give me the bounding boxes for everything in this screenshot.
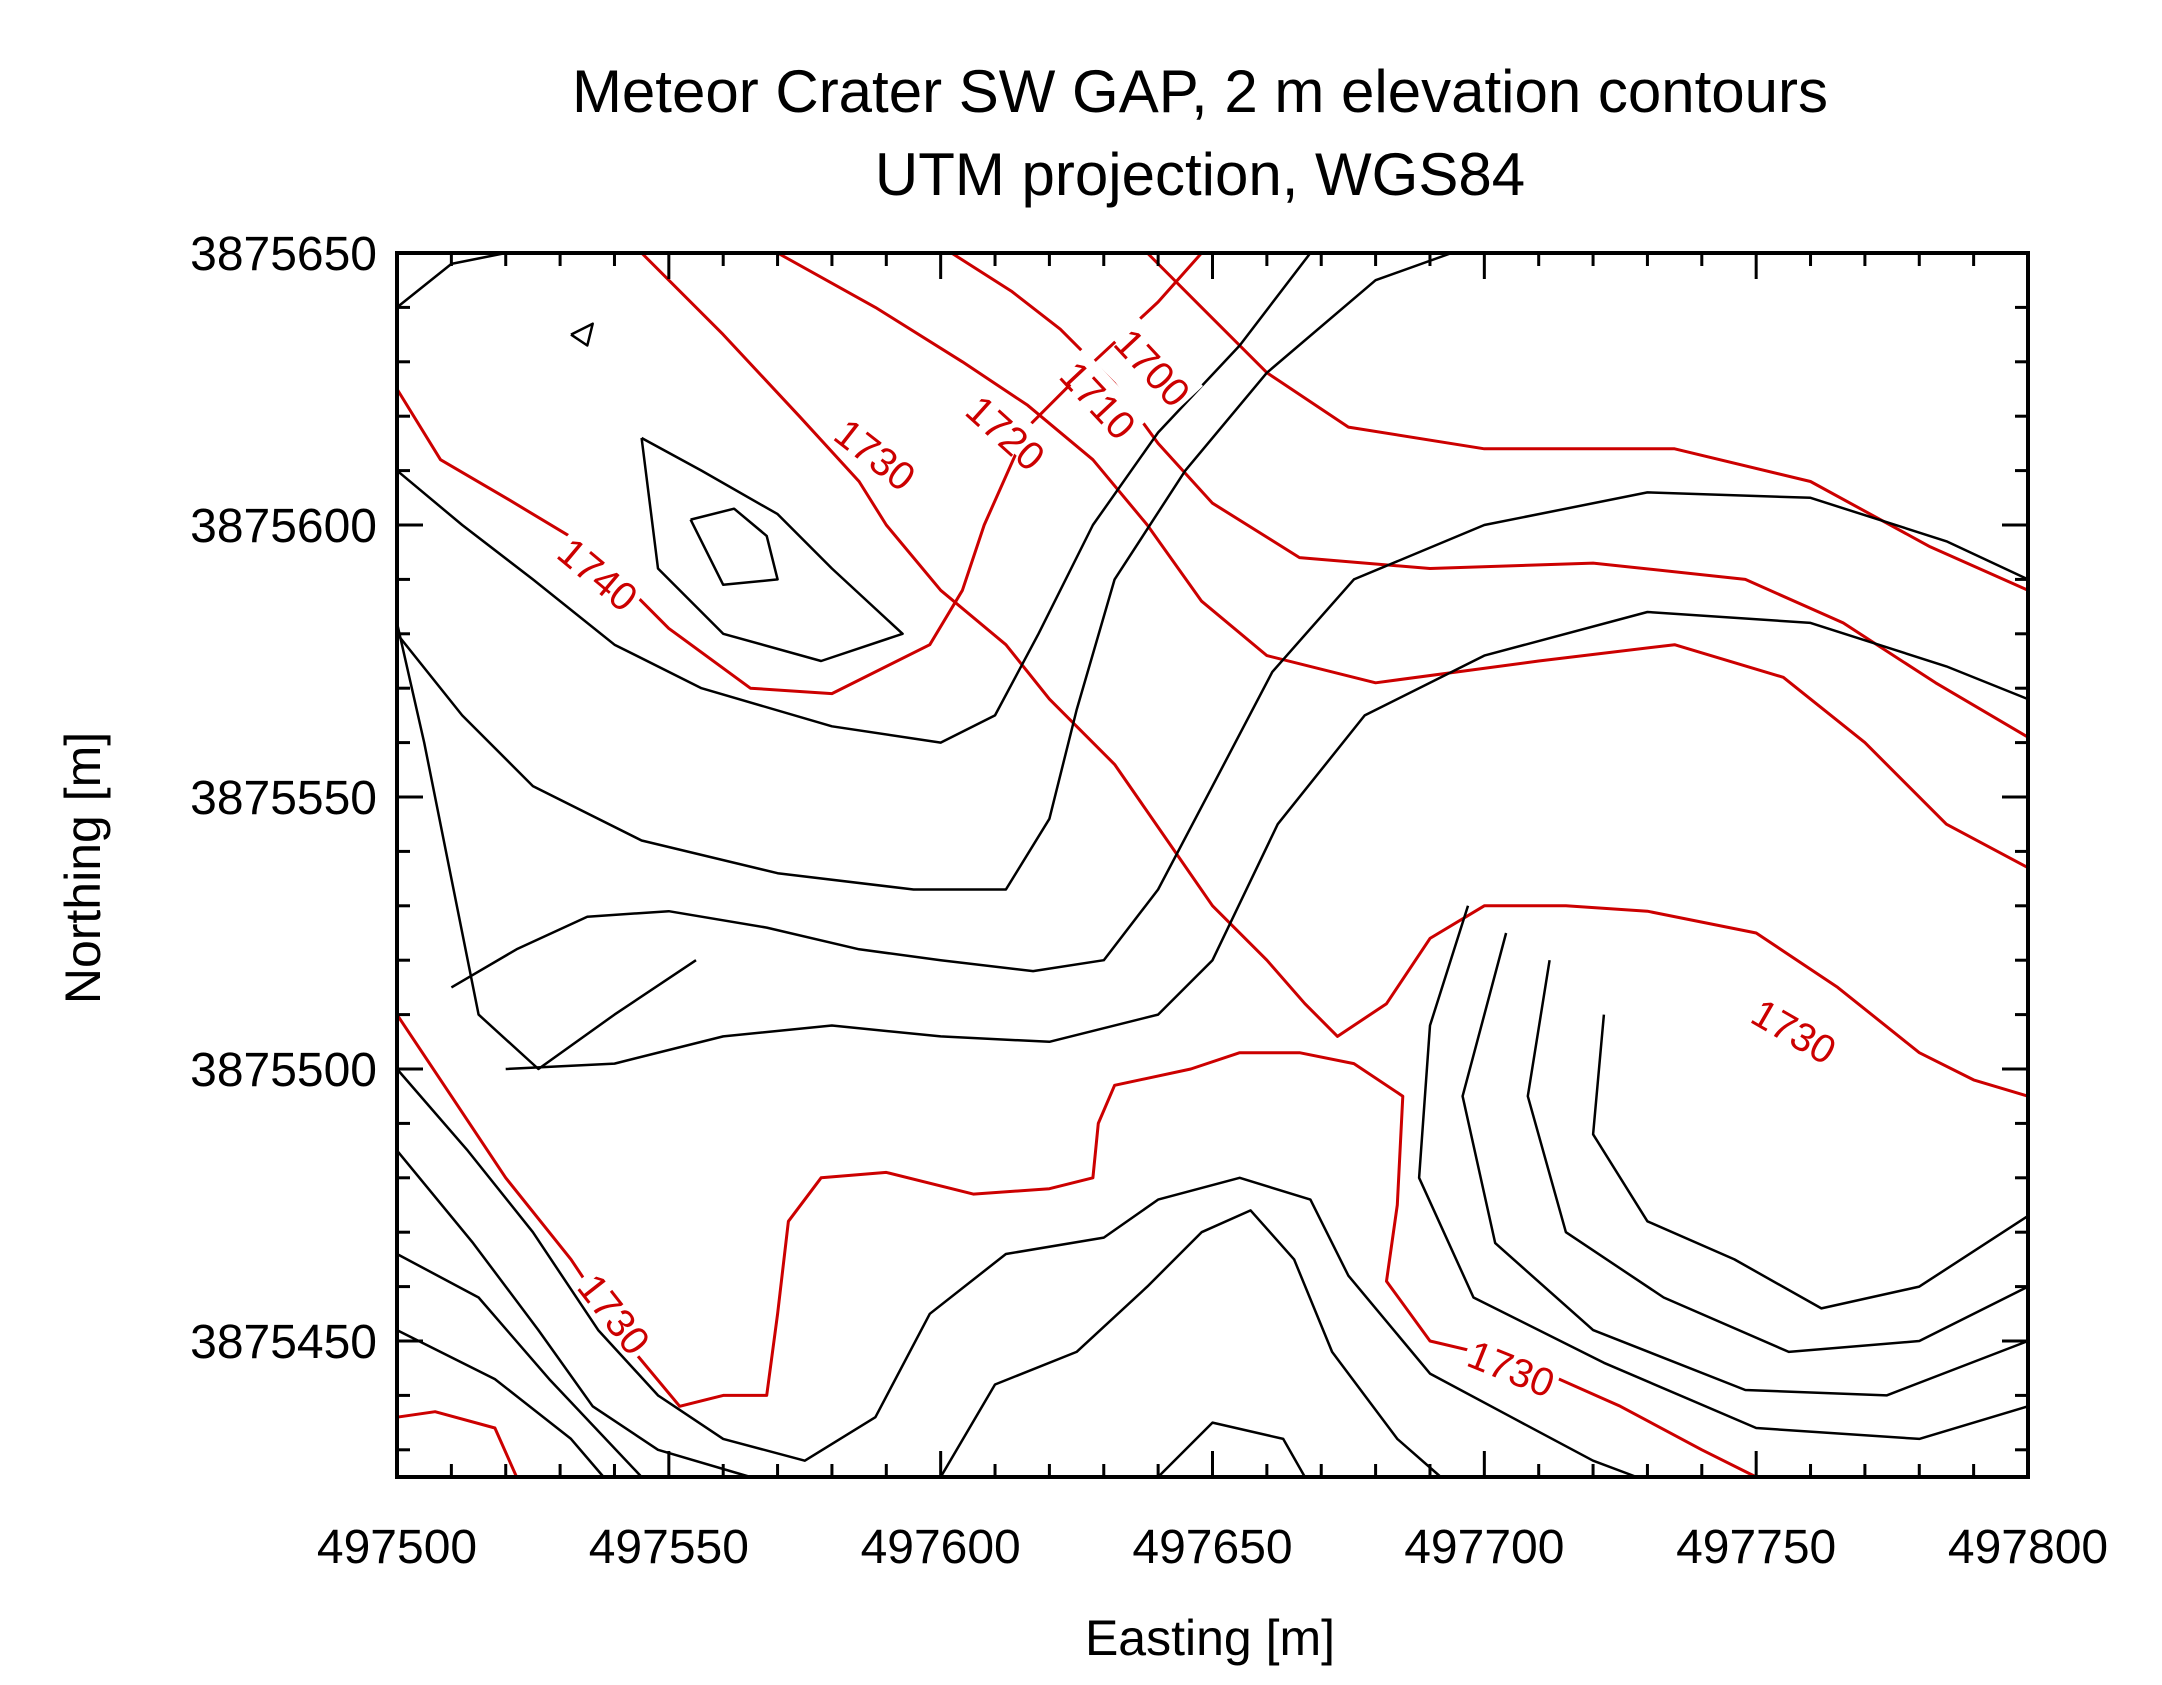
major-contour-line: [1146, 251, 2029, 592]
contour-label-background: [1058, 348, 1149, 442]
y-tick-label: 3875450: [190, 1316, 377, 1369]
x-tick-label: 497550: [589, 1521, 749, 1574]
contour-line: [640, 436, 904, 663]
contour-line: [689, 507, 779, 587]
x-tick-label: 497600: [861, 1521, 1021, 1574]
contour-line: [1591, 1014, 2029, 1310]
contour-label-background: [577, 1261, 663, 1358]
contour-line: [396, 1068, 1638, 1479]
major-contour-line: [776, 251, 2029, 870]
contour-lines: [395, 251, 2029, 1479]
contour-line: [1417, 905, 2029, 1441]
contour-line: [450, 491, 2029, 989]
y-tick-label: 3875600: [190, 500, 377, 553]
major-contour-line: [396, 1410, 518, 1478]
x-tick-label: 497500: [317, 1521, 477, 1574]
contour-line: [396, 1252, 643, 1478]
x-axis-label: Easting [m]: [1085, 1610, 1335, 1666]
contour-line: [1157, 1421, 1306, 1478]
contour-line: [396, 1328, 605, 1478]
contour-line: [1461, 932, 2029, 1397]
x-tick-label: 497700: [1404, 1521, 1564, 1574]
y-tick-label: 3875500: [190, 1044, 377, 1097]
contour-line: [939, 1209, 1442, 1478]
major-contour-line: [395, 252, 1203, 696]
contour-label-background: [963, 382, 1058, 473]
y-tick-label: 3875650: [190, 228, 377, 281]
contour-label-background: [831, 405, 929, 492]
contour-label-background: [554, 524, 651, 613]
chart-subtitle: UTM projection, WGS84: [875, 141, 1525, 208]
chart-title: Meteor Crater SW GAP, 2 m elevation cont…: [572, 58, 1828, 125]
y-tick-label: 3875550: [190, 772, 377, 825]
major-contour-line: [640, 251, 2029, 1098]
contour-label-background: [1112, 315, 1203, 410]
contour-line: [570, 322, 594, 347]
contour-label-background: [1463, 1327, 1566, 1396]
contour-line: [505, 610, 2029, 1071]
x-tick-label: 497800: [1948, 1521, 2108, 1574]
x-tick-label: 497750: [1676, 1521, 1836, 1574]
contour-line: [396, 252, 1312, 744]
axis-ticks: [395, 251, 2030, 1477]
contour-label-background: [1747, 986, 1848, 1064]
plot-frame: [395, 251, 2030, 1479]
contour-line: [396, 251, 1453, 891]
x-tick-label: 497650: [1132, 1521, 1292, 1574]
contour-line: [396, 1149, 751, 1479]
contour-line: [395, 622, 697, 1071]
y-tick-labels: 3875650 3875600 3875550 3875500 3875450: [190, 228, 377, 1369]
major-contour-line: [950, 251, 2029, 739]
x-tick-labels: 497500 497550 497600 497650 497700 497750 4978…: [317, 1521, 2108, 1574]
contour-line: [1526, 960, 2029, 1354]
major-contour-line: [395, 1013, 1757, 1479]
y-axis-label: Northing [m]: [55, 732, 111, 1004]
